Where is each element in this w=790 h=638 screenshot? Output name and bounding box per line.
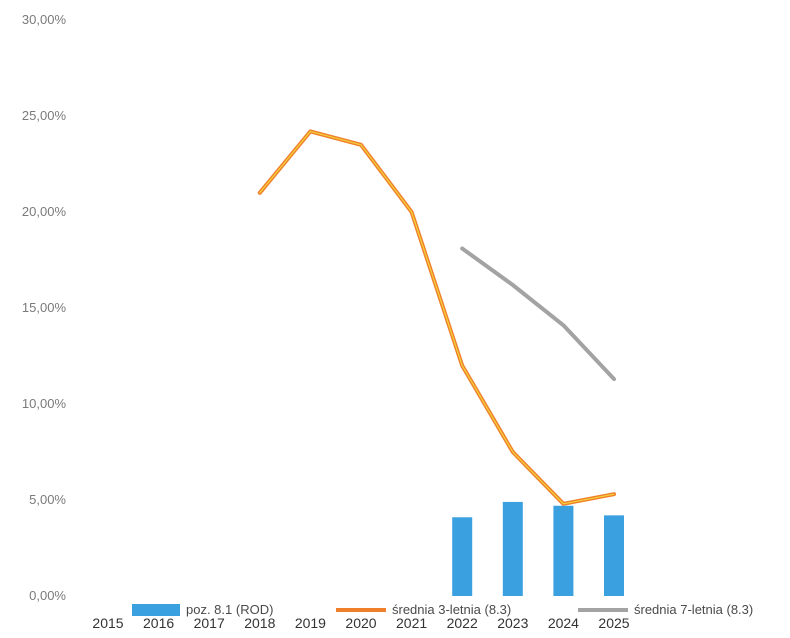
y-tick-label: 15,00% — [22, 300, 67, 315]
legend-label-rod: poz. 8.1 (ROD) — [186, 602, 273, 617]
series-line-highlight — [259, 130, 615, 505]
series-line — [257, 129, 616, 506]
x-tick-label: 2023 — [497, 615, 528, 631]
x-axis-ticks: 2015 2016 2017 2018 2019 2020 2021 2022 2023 2024… — [92, 615, 629, 631]
x-tick-label: 2021 — [396, 615, 427, 631]
legend: poz. 8.1 (ROD) średnia 3-letnia (8.3) śr… — [132, 602, 753, 617]
legend-label-avg7: średnia 7-letnia (8.3) — [634, 602, 753, 617]
bar — [452, 517, 473, 596]
x-tick-label: 2019 — [295, 615, 326, 631]
y-tick-label: 5,00% — [29, 492, 66, 507]
bar — [553, 505, 574, 596]
y-axis-ticks: 0,00% 5,00% 10,00% 15,00% 20,00% 25,00% 30,00% — [22, 12, 67, 603]
bar-series — [452, 501, 624, 596]
line-series — [257, 129, 616, 506]
x-tick-label: 2015 — [92, 615, 123, 631]
x-tick-label: 2020 — [345, 615, 376, 631]
bar — [604, 515, 624, 596]
x-tick-label: 2016 — [143, 615, 174, 631]
y-tick-label: 0,00% — [29, 588, 66, 603]
y-tick-label: 10,00% — [22, 396, 67, 411]
x-tick-label: 2018 — [244, 615, 275, 631]
legend-swatch-rod — [132, 604, 180, 616]
bar — [502, 501, 523, 596]
y-tick-label: 25,00% — [22, 108, 67, 123]
x-tick-label: 2025 — [598, 615, 629, 631]
x-tick-label: 2022 — [447, 615, 478, 631]
y-tick-label: 20,00% — [22, 204, 67, 219]
series-line — [460, 246, 616, 381]
y-tick-label: 30,00% — [22, 12, 67, 27]
x-tick-label: 2024 — [548, 615, 579, 631]
legend-label-avg3: średnia 3-letnia (8.3) — [392, 602, 511, 617]
x-tick-label: 2017 — [194, 615, 225, 631]
